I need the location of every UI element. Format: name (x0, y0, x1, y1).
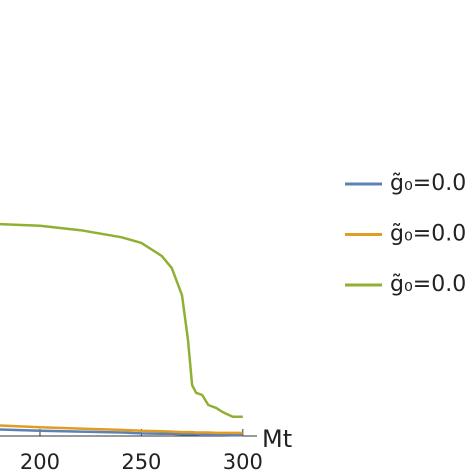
series-line (0, 428, 243, 437)
legend-label: g̃₀=0.0 (390, 222, 466, 247)
series-line (0, 222, 243, 419)
legend-label: g̃₀=0.0 (390, 171, 466, 196)
series-line (0, 424, 243, 435)
x-tick-label: 250 (121, 450, 161, 474)
x-tick-label: 200 (20, 450, 60, 474)
x-axis-label: Mt (262, 425, 292, 453)
legend-label: g̃₀=0.0 (390, 272, 466, 297)
x-tick-label: 300 (223, 450, 263, 474)
